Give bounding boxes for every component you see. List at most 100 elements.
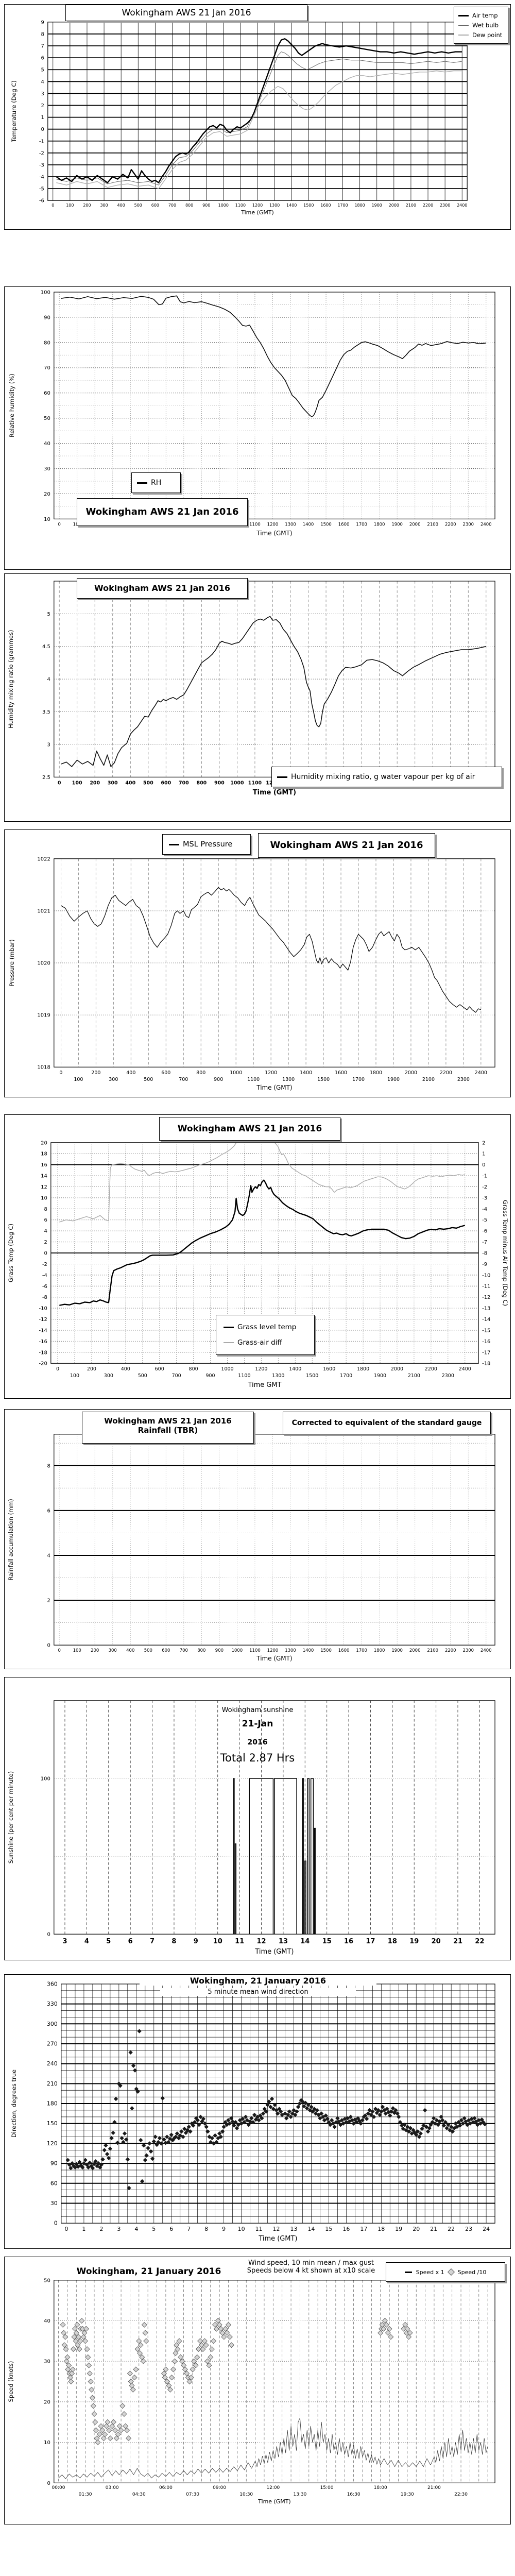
svg-text:2000: 2000 [409, 521, 421, 527]
svg-text:4: 4 [41, 79, 44, 85]
svg-text:3: 3 [117, 2226, 121, 2232]
svg-text:19:30: 19:30 [401, 2492, 414, 2497]
svg-text:300: 300 [108, 780, 118, 786]
svg-text:Time GMT: Time GMT [247, 1381, 281, 1389]
wind-direction-chart-panel: 0 1 2 3 4 5 6 7 8 9 10 11 12 13 14 15 16 17 18 19 20 21 22 23 24… [4, 1974, 511, 2249]
svg-text:17: 17 [366, 1938, 375, 1945]
svg-text:500: 500 [138, 1373, 147, 1379]
svg-text:1400: 1400 [289, 1366, 301, 1372]
svg-text:Direction, degrees true: Direction, degrees true [10, 2070, 18, 2138]
svg-text:5: 5 [41, 67, 44, 73]
svg-text:1200: 1200 [267, 521, 279, 527]
svg-text:0: 0 [54, 2220, 58, 2227]
svg-text:Time (GMT): Time (GMT) [241, 209, 274, 216]
svg-text:10: 10 [44, 517, 50, 522]
svg-text:3.5: 3.5 [42, 709, 50, 715]
svg-text:1400: 1400 [303, 1648, 314, 1653]
legend-label: Grass-air diff [237, 1338, 282, 1347]
svg-text:2: 2 [482, 1140, 485, 1146]
wind-speed-legend: Speed x 1 Speed /10 [386, 2262, 505, 2282]
svg-text:1100: 1100 [248, 780, 262, 786]
svg-text:3: 3 [41, 91, 44, 97]
svg-text:-11: -11 [482, 1284, 490, 1290]
svg-text:210: 210 [47, 2080, 58, 2087]
svg-text:-15: -15 [482, 1328, 490, 1333]
svg-text:-6: -6 [482, 1229, 487, 1234]
svg-text:1600: 1600 [320, 203, 331, 208]
svg-text:360: 360 [47, 1980, 58, 1987]
svg-text:-4: -4 [482, 1207, 487, 1212]
humidity-plot-canvas: 0100200300400500600700800900100011001200… [8, 290, 495, 537]
grass-temp-chart-panel: 0 100 200 300 400 500 600 700 800 900 1000 1100 1200… [4, 1114, 511, 1399]
svg-text:1200: 1200 [252, 203, 263, 208]
svg-text:0: 0 [47, 1643, 50, 1649]
sunshine-total: Total 2.87 Hrs [220, 1752, 295, 1764]
svg-text:2100: 2100 [406, 203, 416, 208]
svg-text:30: 30 [44, 466, 50, 472]
sunshine-title: Wokingham sunshine [221, 1706, 294, 1714]
svg-text:1500: 1500 [306, 1373, 318, 1379]
svg-text:200: 200 [91, 1648, 99, 1653]
svg-text:-8: -8 [482, 1251, 487, 1257]
legend-label: Air temp [472, 12, 498, 19]
svg-text:800: 800 [189, 1366, 198, 1372]
svg-text:04:30: 04:30 [132, 2492, 146, 2497]
svg-text:2200: 2200 [425, 1366, 437, 1372]
svg-text:400: 400 [121, 1366, 130, 1372]
svg-text:10:30: 10:30 [239, 2492, 253, 2497]
rainfall-plot-canvas: 0 100 200 300 400 500 600 700 800 900 1000 1100 1200… [7, 1434, 495, 1662]
svg-text:30: 30 [50, 2200, 58, 2207]
speed-div10-diamond-icon [447, 2268, 455, 2276]
svg-text:0: 0 [44, 1251, 47, 1257]
temperature-plot-canvas: 0 100 200 300 400 500 600 700 800 900 1000 1100 1200… [10, 20, 468, 216]
svg-text:40: 40 [44, 441, 50, 447]
svg-text:-14: -14 [482, 1317, 490, 1323]
svg-text:800: 800 [185, 203, 193, 208]
svg-text:2300: 2300 [440, 203, 450, 208]
svg-text:2400: 2400 [459, 1366, 471, 1372]
svg-text:100: 100 [66, 203, 74, 208]
svg-text:1100: 1100 [249, 521, 261, 527]
svg-text:-3: -3 [482, 1195, 487, 1201]
svg-text:7: 7 [150, 1938, 154, 1945]
svg-text:-14: -14 [39, 1328, 47, 1333]
wind-direction-plot-canvas: 0 1 2 3 4 5 6 7 8 9 10 11 12 13 14 15 16 17 18 19 20 21 22 23 24… [10, 1980, 495, 2243]
svg-text:01:30: 01:30 [79, 2492, 92, 2497]
svg-text:5: 5 [152, 2226, 156, 2232]
svg-text:03:00: 03:00 [106, 2485, 119, 2490]
sunshine-plot-canvas: 3 4 5 6 7 8 9 10 11 12 13 14 15 16 17 18 19 20 21 22 0 100 Tim… [7, 1700, 495, 1956]
svg-text:1200: 1200 [255, 1366, 267, 1372]
svg-text:80: 80 [44, 340, 50, 346]
svg-text:7: 7 [41, 44, 44, 49]
svg-text:800: 800 [197, 1648, 205, 1653]
svg-text:0: 0 [64, 2226, 68, 2232]
svg-text:120: 120 [47, 2140, 58, 2147]
svg-text:100: 100 [41, 1776, 50, 1782]
svg-text:1800: 1800 [354, 203, 365, 208]
svg-text:15: 15 [322, 1938, 332, 1945]
svg-text:300: 300 [109, 1077, 118, 1082]
svg-text:-7: -7 [482, 1240, 487, 1245]
svg-text:100: 100 [74, 1077, 83, 1082]
svg-text:-17: -17 [482, 1350, 490, 1355]
svg-text:16:30: 16:30 [347, 2492, 360, 2497]
grass-temp-chart-title: Wokingham AWS 21 Jan 2016 [159, 1117, 340, 1141]
svg-text:500: 500 [144, 1077, 153, 1082]
svg-text:2400: 2400 [475, 1070, 487, 1076]
svg-text:1200: 1200 [267, 1648, 279, 1653]
svg-text:20: 20 [432, 1938, 441, 1945]
svg-text:1300: 1300 [285, 1648, 296, 1653]
svg-text:8: 8 [204, 2226, 208, 2232]
legend-item-wet-bulb: Wet bulb [458, 22, 504, 29]
svg-text:16: 16 [342, 2226, 350, 2232]
svg-text:14: 14 [307, 2226, 315, 2232]
svg-text:9: 9 [222, 2226, 226, 2232]
svg-text:240: 240 [47, 2060, 58, 2067]
wind-speed-chart-panel: 00:00 01:30 03:00 04:30 06:00 07:30 09:00 10:30… [4, 2257, 511, 2524]
svg-text:400: 400 [125, 780, 135, 786]
svg-text:1000: 1000 [218, 203, 229, 208]
svg-text:100: 100 [72, 780, 82, 786]
svg-text:11: 11 [235, 1938, 244, 1945]
svg-text:1600: 1600 [338, 521, 350, 527]
svg-text:900: 900 [202, 203, 210, 208]
